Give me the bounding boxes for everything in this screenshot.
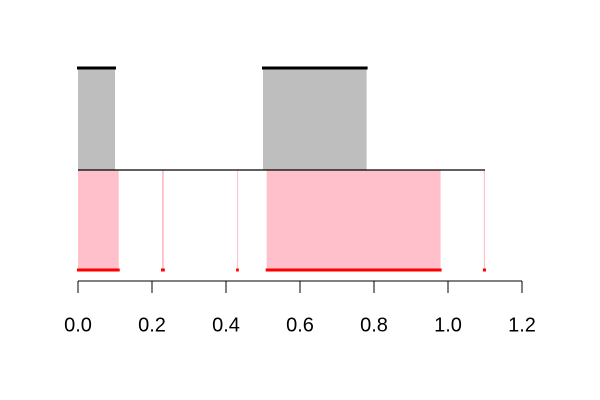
x-tick-label: 0.6 (286, 314, 314, 336)
x-tick-label: 0.0 (64, 314, 92, 336)
x-tick-label: 1.0 (434, 314, 462, 336)
interval (266, 170, 441, 270)
interval (237, 170, 239, 270)
interval (263, 68, 367, 170)
x-tick-label: 1.2 (508, 314, 536, 336)
x-tick-label: 0.4 (212, 314, 240, 336)
interval (78, 170, 119, 270)
interval (161, 170, 164, 270)
interval (483, 170, 485, 270)
x-tick-label: 0.2 (138, 314, 166, 336)
interval (78, 68, 115, 170)
x-tick-label: 0.8 (360, 314, 388, 336)
